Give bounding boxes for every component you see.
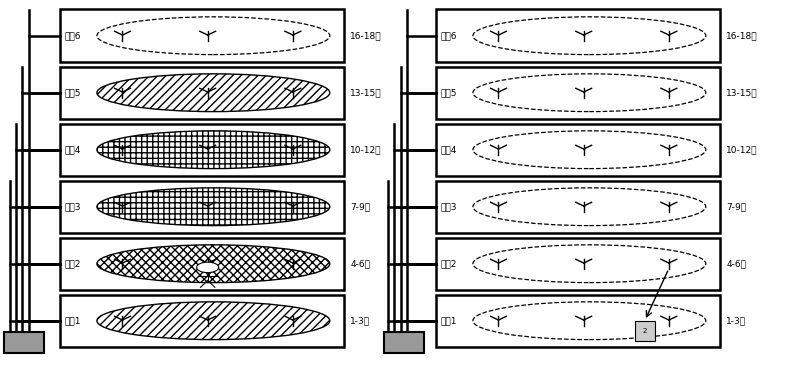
Bar: [436, 66, 720, 119]
Text: 通道5: 通道5: [65, 88, 82, 97]
Text: 1-3层: 1-3层: [350, 316, 370, 325]
Text: 7-9层: 7-9层: [726, 202, 746, 211]
Ellipse shape: [97, 188, 330, 226]
Text: 13-15层: 13-15层: [726, 88, 758, 97]
Ellipse shape: [473, 302, 706, 340]
Text: 通道4: 通道4: [441, 145, 457, 154]
Circle shape: [197, 262, 218, 272]
Bar: [635, 321, 654, 340]
Text: 通道2: 通道2: [65, 259, 81, 268]
Text: 通道6: 通道6: [441, 31, 458, 40]
Bar: [60, 238, 344, 290]
Text: 通道3: 通道3: [441, 202, 458, 211]
Ellipse shape: [97, 245, 330, 283]
Bar: [60, 124, 344, 176]
Ellipse shape: [473, 74, 706, 112]
Text: 通道4: 通道4: [65, 145, 81, 154]
Text: 通道6: 通道6: [65, 31, 82, 40]
Text: 4-6层: 4-6层: [726, 259, 746, 268]
Bar: [4, 332, 44, 353]
Bar: [60, 294, 344, 347]
Text: 通道1: 通道1: [441, 316, 458, 325]
Text: 16-18层: 16-18层: [726, 31, 758, 40]
Ellipse shape: [473, 131, 706, 169]
Text: 通道5: 通道5: [441, 88, 458, 97]
Ellipse shape: [97, 74, 330, 112]
Text: 通道1: 通道1: [65, 316, 82, 325]
Bar: [436, 238, 720, 290]
Ellipse shape: [97, 302, 330, 340]
Bar: [436, 10, 720, 62]
Bar: [384, 332, 424, 353]
Text: 1-3层: 1-3层: [726, 316, 746, 325]
Text: 10-12层: 10-12层: [726, 145, 758, 154]
Bar: [436, 180, 720, 233]
Text: 13-15层: 13-15层: [350, 88, 382, 97]
Text: 通道2: 通道2: [441, 259, 457, 268]
Ellipse shape: [473, 188, 706, 226]
Bar: [60, 10, 344, 62]
Bar: [436, 124, 720, 176]
Bar: [60, 66, 344, 119]
Text: 通道3: 通道3: [65, 202, 82, 211]
Text: 10-12层: 10-12层: [350, 145, 382, 154]
Text: 4-6层: 4-6层: [350, 259, 370, 268]
Ellipse shape: [473, 245, 706, 283]
Text: 7-9层: 7-9层: [350, 202, 370, 211]
Text: 16-18层: 16-18层: [350, 31, 382, 40]
Ellipse shape: [473, 17, 706, 55]
Ellipse shape: [97, 17, 330, 55]
Bar: [436, 294, 720, 347]
Bar: [60, 180, 344, 233]
Text: 2: 2: [642, 328, 647, 334]
Ellipse shape: [97, 131, 330, 169]
